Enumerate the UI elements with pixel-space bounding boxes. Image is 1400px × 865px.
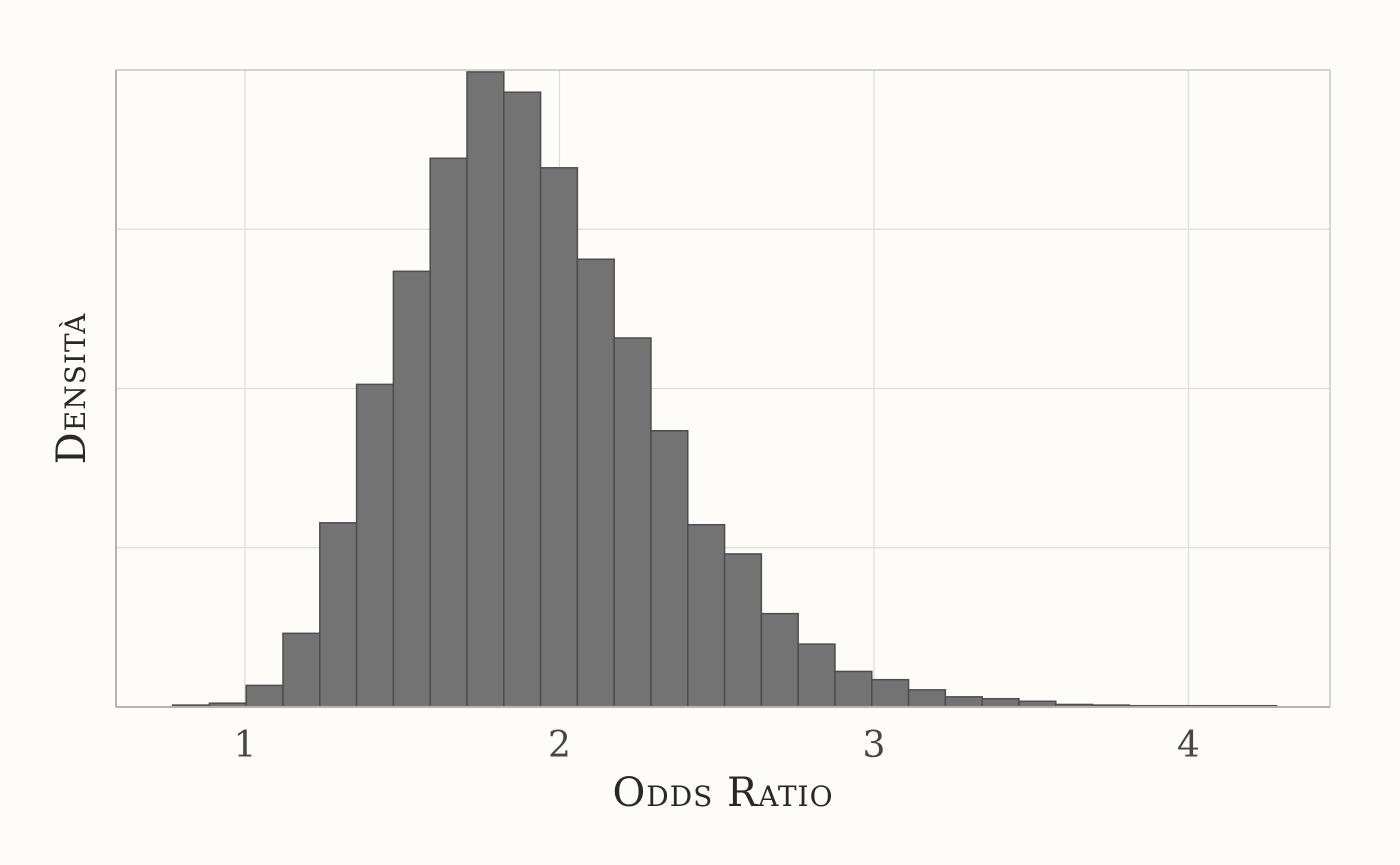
x-tick-label-1: 1 <box>233 725 256 766</box>
histogram-bar-10 <box>539 167 579 708</box>
histogram-bars <box>171 71 1278 708</box>
histogram-bar-2 <box>245 684 284 708</box>
histogram-bar-12 <box>613 337 652 708</box>
histogram-bar-21 <box>944 696 983 708</box>
histogram-bar-13 <box>650 429 689 708</box>
histogram-bar-18 <box>834 670 873 708</box>
histogram-bar-14 <box>687 523 726 708</box>
histogram-bar-4 <box>319 522 358 708</box>
x-tick-label-4: 4 <box>1177 725 1200 766</box>
histogram-bar-7 <box>429 157 468 708</box>
histogram-bar-20 <box>907 689 947 708</box>
histogram-bar-11 <box>576 258 615 708</box>
histogram-bar-17 <box>797 643 836 708</box>
histogram-bar-6 <box>392 270 431 708</box>
histogram-bar-5 <box>355 383 395 708</box>
y-axis-title: Densità <box>49 313 95 465</box>
x-axis-ticks: 1 2 3 4 <box>233 725 1199 766</box>
histogram-bar-22 <box>981 697 1020 708</box>
histogram-bar-16 <box>760 612 799 708</box>
histogram-bar-15 <box>723 553 763 708</box>
x-tick-label-2: 2 <box>548 725 571 766</box>
x-tick-label-3: 3 <box>863 725 886 766</box>
histogram-bar-8 <box>466 71 505 708</box>
histogram-bar-19 <box>871 678 910 708</box>
histogram-bar-3 <box>282 632 321 708</box>
x-axis-title: Odds Ratio <box>612 770 833 816</box>
histogram-bar-9 <box>503 91 542 708</box>
